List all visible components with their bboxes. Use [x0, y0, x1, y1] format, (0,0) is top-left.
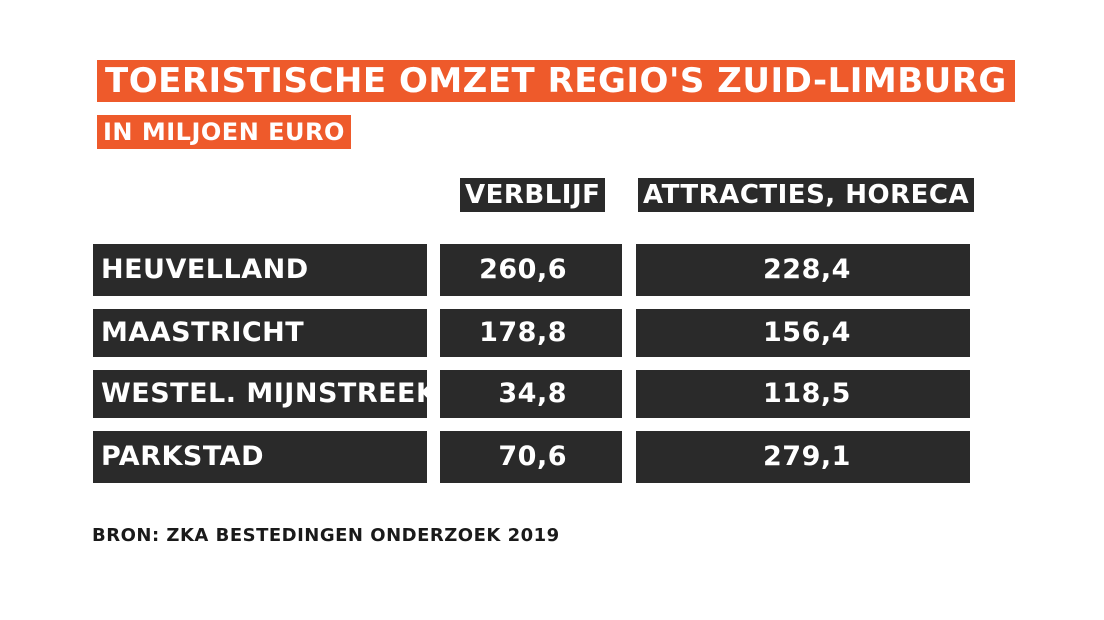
attracties-horeca-cell: 118,5 [636, 370, 970, 418]
region-cell: PARKSTAD [93, 431, 427, 483]
chart-title: TOERISTISCHE OMZET REGIO'S ZUID-LIMBURG [97, 60, 1015, 102]
attracties-horeca-cell: 228,4 [636, 244, 970, 296]
column-header-attracties-horeca: ATTRACTIES, HORECA [638, 178, 975, 212]
region-cell: MAASTRICHT [93, 309, 427, 357]
region-cell: WESTEL. MIJNSTREEK [93, 370, 437, 418]
verblijf-cell: 260,6 [440, 244, 622, 296]
verblijf-cell: 70,6 [440, 431, 622, 483]
verblijf-cell: 34,8 [440, 370, 622, 418]
attracties-horeca-cell: 156,4 [636, 309, 970, 357]
region-cell: HEUVELLAND [93, 244, 427, 296]
column-header-verblijf: VERBLIJF [460, 178, 606, 212]
verblijf-cell: 178,8 [440, 309, 622, 357]
source-note: BRON: ZKA BESTEDINGEN ONDERZOEK 2019 [92, 525, 560, 546]
title-block: TOERISTISCHE OMZET REGIO'S ZUID-LIMBURG [97, 60, 1015, 102]
attracties-horeca-cell: 279,1 [636, 431, 970, 483]
chart-subtitle: IN MILJOEN EURO [97, 115, 351, 149]
